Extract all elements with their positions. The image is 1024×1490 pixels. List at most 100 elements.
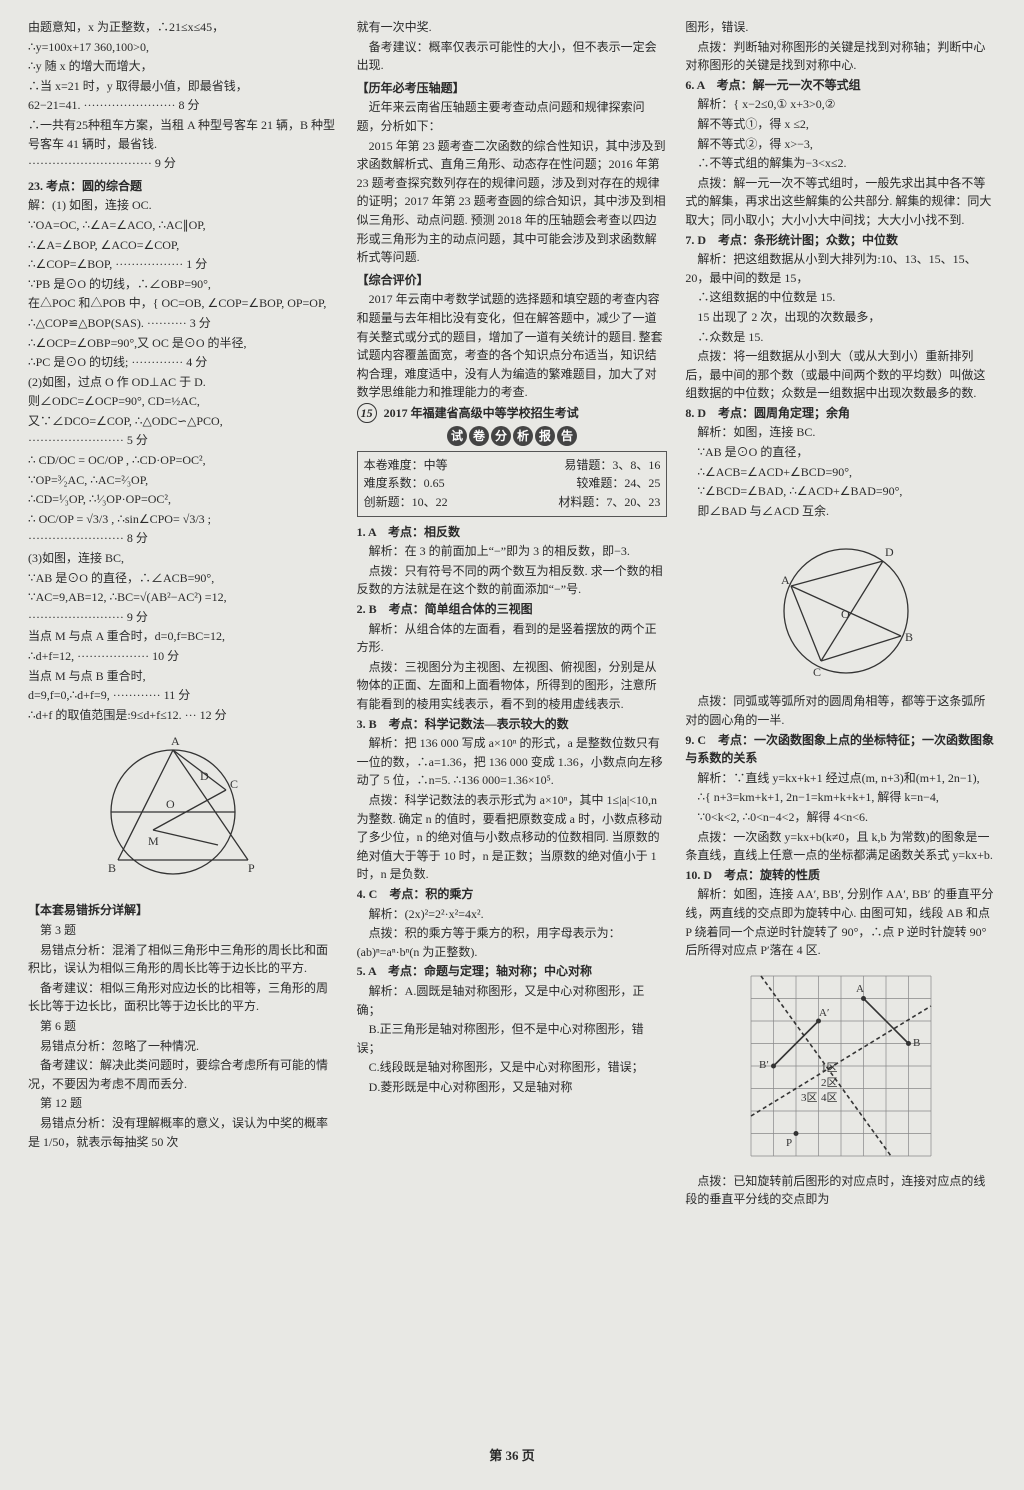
q4-head: 4. C 考点：积的乘方 (357, 885, 668, 904)
svg-text:P: P (786, 1137, 792, 1149)
score-line: 62−21=41. ······················· 8 分 (28, 96, 339, 115)
text: 2015 年第 23 题考查二次函数的综合性知识，其中涉及到求函数解析式、直角三… (357, 137, 668, 267)
score-line: ∴∠COP=∠BOP, ················· 1 分 (28, 255, 339, 274)
text: 点拨：一次函数 y=kx+b(k≠0，且 k,b 为常数)的图象是一条直线，直线… (685, 828, 996, 865)
svg-text:B: B (905, 630, 913, 644)
svg-text:B: B (913, 1037, 920, 1049)
text: 近年来云南省压轴题主要考查动点问题和规律探索问题，分析如下： (357, 98, 668, 135)
info-cell: 难度系数：0.65 (364, 474, 445, 493)
q23-title: 23. 考点：圆的综合题 (28, 177, 339, 196)
text: 解析：把 136 000 写成 a×10ⁿ 的形式，a 是整数位数只有一位的数，… (357, 734, 668, 790)
text: ∵PB 是⊙O 的切线，∴∠OBP=90°, (28, 275, 339, 294)
text: ∴∠OCP=∠OBP=90°,又 OC 是⊙O 的半径, (28, 334, 339, 353)
svg-text:4区: 4区 (821, 1092, 838, 1104)
text: ∵AB 是⊙O 的直径，∴∠ACB=90°, (28, 569, 339, 588)
history-title: 【历年必考压轴题】 (357, 79, 668, 98)
text: ∵AB 是⊙O 的直径， (685, 443, 996, 462)
text: D.菱形既是中心对称图形，又是轴对称 (357, 1078, 668, 1097)
info-box: 本卷难度：中等 易错题：3、8、16 难度系数：0.65 较难题：24、25 创… (357, 451, 668, 517)
text: 解析：把这组数据从小到大排列为:10、13、15、15、20，最中间的数是 15… (685, 250, 996, 287)
text: 解析：{ x−2≤0,① x+3>0,② (685, 95, 996, 114)
text: 点拨：将一组数据从小到大（或从大到小）重新排列后，最中间的那个数（或最中间两个数… (685, 347, 996, 403)
svg-text:O: O (166, 797, 175, 811)
text: 解不等式②，得 x>−3, (685, 135, 996, 154)
exam-number-icon: 15 (357, 403, 377, 423)
text: ∴一共有25种租车方案，当租 A 种型号客车 21 辆，B 种型号客车 41 辆… (28, 116, 339, 153)
score-line: ························ 5 分 (28, 431, 339, 450)
info-cell: 较难题：24、25 (576, 474, 660, 493)
text: 解析：在 3 的前面加上“−”即为 3 的相反数，即−3. (357, 542, 668, 561)
text: ∴ OC/OP = √3/3 , ∴sin∠CPO= √3/3 ; (28, 510, 339, 529)
score-line: ∴PC 是⊙O 的切线; ············· 4 分 (28, 353, 339, 372)
text: ∵0<k<2, ∴0<n−4<2，解得 4<n<6. (685, 808, 996, 827)
q10-head: 10. D 考点：旋转的性质 (685, 866, 996, 885)
column-2: 就有一次中奖. 备考建议：概率仅表示可能性的大小，但不表示一定会出现. 【历年必… (357, 18, 668, 1438)
text: ∴y=100x+17 360,100>0, (28, 38, 339, 57)
banner-char: 分 (491, 426, 511, 446)
info-row: 难度系数：0.65 较难题：24、25 (364, 474, 661, 493)
text: ∴这组数据的中位数是 15. (685, 288, 996, 307)
text: 解析：∵直线 y=kx+k+1 经过点(m, n+3)和(m+1, 2n−1), (685, 769, 996, 788)
text: 点拨：三视图分为主视图、左视图、俯视图，分别是从物体的正面、左面和上面看物体，所… (357, 658, 668, 714)
banner-char: 试 (447, 426, 467, 446)
score-line: d=9,f=0,∴d+f=9, ············ 11 分 (28, 686, 339, 705)
info-row: 创新题：10、22 材料题：7、20、23 (364, 493, 661, 512)
circle-diagram-icon: A B C D O (751, 526, 931, 686)
q9-head: 9. C 考点：一次函数图象上点的坐标特征；一次函数图象与系数的关系 (685, 731, 996, 768)
q1-head: 1. A 考点：相反数 (357, 523, 668, 542)
svg-text:C: C (230, 777, 238, 791)
eval-title: 【综合评价】 (357, 271, 668, 290)
text: 图形，错误. (685, 18, 996, 37)
info-cell: 易错题：3、8、16 (564, 456, 660, 475)
q10-tip: 点拨：已知旋转前后图形的对应点时，连接对应点的线段的垂直平分线的交点即为 (685, 1172, 996, 1209)
score-line: ························ 9 分 (28, 608, 339, 627)
circle-diagram-icon: A B P C D O M (98, 730, 268, 895)
text: 备考建议：解决此类问题时，要综合考虑所有可能的情况，不要因为考虑不周而丢分. (28, 1056, 339, 1093)
text: 点拨：积的乘方等于乘方的积，用字母表示为：(ab)ⁿ=aⁿ·bⁿ(n 为正整数)… (357, 924, 668, 961)
banner-char: 报 (535, 426, 555, 446)
text: 第 6 题 (28, 1017, 339, 1036)
text: 易错点分析：忽略了一种情况. (28, 1037, 339, 1056)
text: ∵AC=9,AB=12, ∴BC=√(AB²−AC²) =12, (28, 588, 339, 607)
text: ∵∠BCD=∠BAD, ∴∠ACD+∠BAD=90°, (685, 482, 996, 501)
text: 则∠ODC=∠OCP=90°, CD=½AC, (28, 392, 339, 411)
text: B.正三角形是轴对称图形，但不是中心对称图形，错误； (357, 1020, 668, 1057)
score-line: ∴△COP≌△BOP(SAS). ·········· 3 分 (28, 314, 339, 333)
text: ∴ CD/OC = OC/OP , ∴CD·OP=OC², (28, 451, 339, 470)
text: 解：(1) 如图，连接 OC. (28, 196, 339, 215)
svg-text:D: D (885, 545, 894, 559)
text: 易错点分析：混淆了相似三角形中三角形的周长比和面积比，误认为相似三角形的周长比等… (28, 941, 339, 978)
banner-char: 告 (557, 426, 577, 446)
text: 解析：如图，连接 BC. (685, 423, 996, 442)
text: 就有一次中奖. (357, 18, 668, 37)
svg-text:A: A (171, 734, 180, 748)
text: 15 出现了 2 次，出现的次数最多， (685, 308, 996, 327)
score-line: ∴d+f 的取值范围是:9≤d+f≤12. ··· 12 分 (28, 706, 339, 725)
score-line: ······························· 9 分 (28, 154, 339, 173)
text: ∴{ n+3=km+k+1, 2n−1=km+k+k+1, 解得 k=n−4, (685, 788, 996, 807)
banner-char: 析 (513, 426, 533, 446)
svg-text:A: A (781, 573, 790, 587)
text: 在△POC 和△POB 中，{ OC=OB, ∠COP=∠BOP, OP=OP, (28, 294, 339, 313)
q2-head: 2. B 考点：简单组合体的三视图 (357, 600, 668, 619)
text: 又∵∠DCO=∠COP, ∴△ODC∽△PCO, (28, 412, 339, 431)
info-cell: 创新题：10、22 (364, 493, 448, 512)
text: 第 3 题 (28, 921, 339, 940)
svg-text:O: O (841, 607, 850, 621)
text: 点拨：科学记数法的表示形式为 a×10ⁿ，其中 1≤|a|<10,n 为整数. … (357, 791, 668, 884)
text: ∴∠ACB=∠ACD+∠BCD=90°, (685, 463, 996, 482)
text: 解析：如图，连接 AA′, BB′, 分别作 AA′, BB′ 的垂直平分线，两… (685, 885, 996, 959)
text: ∴当 x=21 时，y 取得最小值，即最省钱， (28, 77, 339, 96)
banner: 试 卷 分 析 报 告 (357, 426, 668, 446)
text: 易错点分析：没有理解概率的意义，误认为中奖的概率是 1/50，就表示每抽奖 50… (28, 1114, 339, 1151)
svg-text:A: A (856, 983, 864, 995)
q6-head: 6. A 考点：解一元一次不等式组 (685, 76, 996, 95)
svg-text:B: B (108, 861, 116, 875)
text: ∴众数是 15. (685, 328, 996, 347)
text: ∴CD=¹⁄₃OP, ∴¹⁄₃OP·OP=OC², (28, 490, 339, 509)
text: (3)如图，连接 BC, (28, 549, 339, 568)
text: 2017 年云南中考数学试题的选择题和填空题的考查内容和题量与去年相比没有变化，… (357, 290, 668, 402)
text: (2)如图，过点 O 作 OD⊥AC 于 D. (28, 373, 339, 392)
text: ∴∠A=∠BOP, ∠ACO=∠COP, (28, 236, 339, 255)
q8-tip: 点拨：同弧或等弧所对的圆周角相等，都等于这条弧所对的圆心角的一半. (685, 692, 996, 729)
